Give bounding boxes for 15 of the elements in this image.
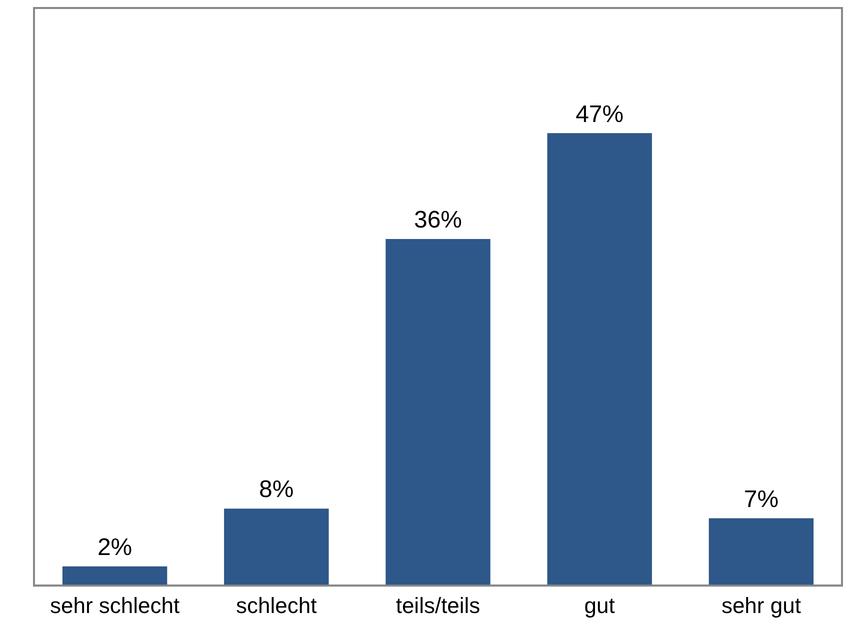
bar	[386, 239, 490, 586]
data-label: 47%	[576, 100, 624, 128]
bar	[547, 133, 652, 586]
x-tick-label: teils/teils	[396, 592, 480, 618]
x-tick-label: schlecht	[236, 592, 317, 618]
x-tick-label: gut	[584, 592, 615, 618]
bar	[62, 566, 168, 586]
data-label: 2%	[97, 534, 132, 561]
data-label: 36%	[414, 206, 462, 234]
bar	[708, 518, 814, 586]
data-label: 7%	[744, 486, 779, 513]
bar	[224, 508, 329, 586]
data-label: 8%	[259, 476, 294, 504]
x-tick-label: sehr schlecht	[50, 592, 180, 618]
x-tick-label: sehr gut	[721, 592, 801, 618]
